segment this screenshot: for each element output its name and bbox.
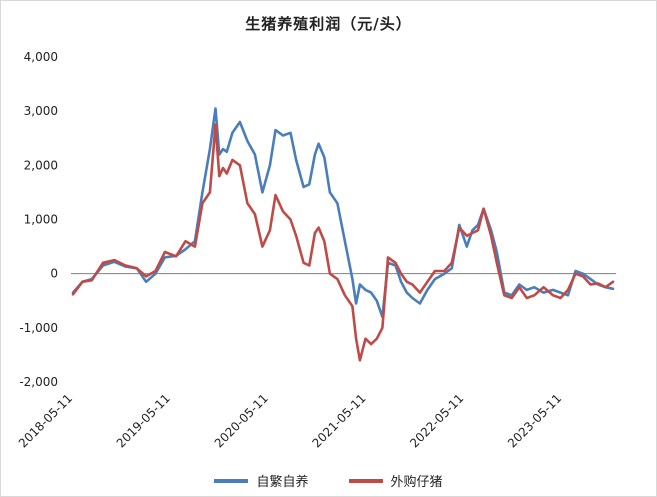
x-tick-label: 2022-05-11 xyxy=(407,391,466,450)
x-tick-label: 2018-05-11 xyxy=(16,391,75,450)
y-axis: -2,000 -1,000 0 1,000 2,000 3,000 4,000 xyxy=(19,50,616,389)
x-tick-label: 2023-05-11 xyxy=(505,391,564,450)
series-lines xyxy=(71,107,615,362)
legend-item-series-1: 自繁自养 xyxy=(214,471,309,490)
x-tick-label: 2021-05-11 xyxy=(309,391,368,450)
y-tick-label: -1,000 xyxy=(19,321,58,335)
y-tick-label: 1,000 xyxy=(24,213,58,227)
y-tick-label: 3,000 xyxy=(24,104,58,118)
legend-item-series-2: 外购仔猪 xyxy=(348,471,443,490)
chart-title: 生猪养殖利润（元/头） xyxy=(245,15,412,33)
x-tick-label: 2020-05-11 xyxy=(212,391,271,450)
line-chart: -2,000 -1,000 0 1,000 2,000 3,000 4,000 2018-0… xyxy=(16,50,616,450)
y-tick-label: -2,000 xyxy=(19,375,58,389)
series-line-1 xyxy=(71,107,615,319)
y-tick-label: 4,000 xyxy=(24,50,58,64)
x-tick-label: 2019-05-11 xyxy=(114,391,173,450)
legend-swatch-series-2 xyxy=(348,478,383,483)
y-tick-label: 2,000 xyxy=(24,158,58,172)
y-tick-label: 0 xyxy=(50,267,58,281)
legend-label-series-2: 外购仔猪 xyxy=(390,475,443,490)
legend: 自繁自养 外购仔猪 xyxy=(1,471,656,490)
x-axis: 2018-05-11 2019-05-11 2020-05-11 2021-05-11… xyxy=(16,391,564,450)
legend-label-series-1: 自繁自养 xyxy=(256,475,309,490)
series-line-2 xyxy=(71,123,615,362)
legend-swatch-series-1 xyxy=(214,478,249,483)
